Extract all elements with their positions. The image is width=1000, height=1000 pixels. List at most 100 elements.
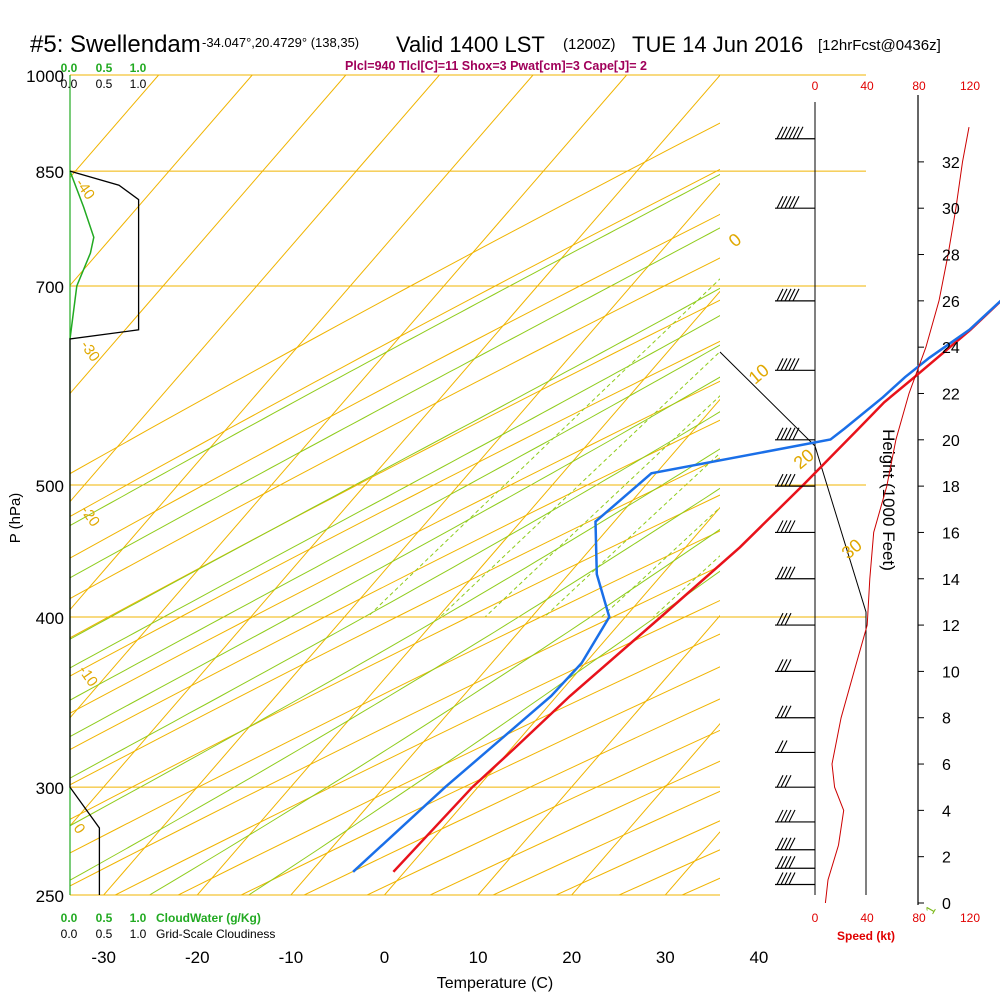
cw-tick-bottom: 0.5 <box>96 911 113 925</box>
x-axis-label: Temperature (C) <box>437 975 553 992</box>
mixing-ratio-5 <box>544 452 720 618</box>
wind-barb-flag <box>776 809 784 823</box>
dry-adiabat-90 <box>115 599 720 895</box>
height-tick-30: 30 <box>942 201 960 218</box>
mixing-ratio-8 <box>601 506 720 618</box>
wind-barb-flag <box>780 837 788 850</box>
wind-barb-flag <box>776 520 784 533</box>
stability-indices: Plcl=940 Tlcl[C]=11 Shox=3 Pwat[cm]=3 Ca… <box>345 59 647 73</box>
wind-barb-flag <box>776 774 784 788</box>
height-tick-14: 14 <box>942 572 960 589</box>
wind-barb-flag <box>788 520 796 533</box>
mixing-ratio-1 <box>367 278 720 618</box>
isotherm-label: -30 <box>77 338 103 366</box>
wind-barb-flag <box>784 473 792 487</box>
wind-barb-flag <box>792 288 800 302</box>
dry-adiabat--20 <box>70 168 720 518</box>
moist-adiabat-0 <box>70 287 720 640</box>
height-axis-label: Height (1000 Feet) <box>879 429 898 571</box>
height-tick-22: 22 <box>942 386 960 403</box>
grid-clipped <box>70 75 720 895</box>
wind-barb-flag <box>788 566 796 580</box>
pressure-tick-850: 850 <box>36 163 64 182</box>
speed-tick-bottom: 80 <box>912 911 926 925</box>
windspeed-profile <box>824 127 970 904</box>
dry-adiabat-40 <box>70 419 720 751</box>
wind-barb-flag <box>792 427 800 441</box>
station-title: #5: Swellendam <box>30 31 201 58</box>
height-tick-4: 4 <box>942 803 951 820</box>
forecast-info: [12hrFcst@0436z] <box>818 37 941 54</box>
moist-adiabat-20 <box>70 448 720 827</box>
moist-adiabat--20 <box>70 173 720 527</box>
wind-barb-flag <box>792 126 800 139</box>
temperature-tick--20: -20 <box>185 948 210 967</box>
wind-barb-flag <box>780 809 788 823</box>
dry-adiabat-0 <box>70 257 720 600</box>
mixing-ratio-2 <box>439 350 720 618</box>
cloudwater-profile <box>69 170 95 340</box>
isotherm-label: -40 <box>72 176 98 204</box>
wind-barb-flag <box>776 126 784 139</box>
cw-tick-top: 0.0 <box>61 61 78 75</box>
dry-adiabat-60 <box>70 494 720 820</box>
cw-tick-bottom: 1.0 <box>130 911 147 925</box>
wind-barb-flag <box>780 659 788 672</box>
dry-adiabat-50 <box>70 457 720 786</box>
wind-barb-flag <box>780 612 788 626</box>
wind-barb-flag <box>776 195 784 209</box>
wind-barb <box>775 358 815 371</box>
moist-adiabat-28 <box>149 528 720 895</box>
wind-barb-flag <box>780 427 788 441</box>
cl-tick-bottom: 0.5 <box>96 927 113 941</box>
dry-adiabat-100 <box>178 633 720 895</box>
wind-barb-flag <box>788 837 796 850</box>
wind-barb <box>775 659 815 673</box>
dry-adiabat-70 <box>70 530 720 854</box>
temperature-tick-0: 0 <box>380 948 389 967</box>
wind-barb <box>775 427 815 441</box>
speed-tick-bottom: 120 <box>960 911 980 925</box>
speed-label: Speed (kt) <box>837 929 895 943</box>
wind-barb-flag <box>776 427 784 441</box>
wind-barb-flag <box>784 872 792 885</box>
moist-adiabat-24 <box>70 487 720 881</box>
isotherm--90 <box>70 75 253 287</box>
cw-tick-bottom: 0.0 <box>61 911 78 925</box>
wind-barb-flag <box>784 195 792 209</box>
height-tick-0: 0 <box>942 896 951 913</box>
wind-barb <box>775 856 815 869</box>
speed-tick-top: 80 <box>912 79 926 93</box>
wind-barb-flag <box>784 809 792 823</box>
dewpoint-line <box>352 299 1000 873</box>
wind-barb-flag <box>784 520 792 533</box>
moist-adiabat-12 <box>70 376 720 738</box>
wind-barb-flag <box>788 358 796 371</box>
wind-barb-flag <box>784 774 792 788</box>
valid-date: TUE 14 Jun 2016 <box>632 32 803 57</box>
isotherm-label: 0 <box>725 229 746 251</box>
wind-barb-flag <box>776 358 784 371</box>
isotherm-label: 10 <box>745 360 773 388</box>
moist-adiabat-16 <box>70 411 720 779</box>
wind-barb-flag <box>780 566 788 580</box>
wind-barb-flag <box>792 358 800 371</box>
height-envelope <box>719 351 867 895</box>
wind-barb-flag <box>776 473 784 487</box>
wind-barb-flag <box>784 566 792 580</box>
wind-barb-flag <box>780 740 788 753</box>
wind-barb-flag <box>788 126 796 139</box>
wind-barb-flag <box>780 126 788 139</box>
valid-time: Valid 1400 LST <box>396 32 545 57</box>
height-tick-32: 32 <box>942 155 960 172</box>
wind-barb <box>775 705 815 719</box>
cw-tick-top: 1.0 <box>130 61 147 75</box>
pressure-tick-250: 250 <box>36 887 64 906</box>
wind-barb <box>775 195 815 209</box>
height-tick-18: 18 <box>942 479 960 496</box>
speed-tick-top: 0 <box>812 79 819 93</box>
speed-tick-bottom: 0 <box>812 911 819 925</box>
pressure-tick-400: 400 <box>36 609 64 628</box>
wind-barb <box>775 740 815 754</box>
